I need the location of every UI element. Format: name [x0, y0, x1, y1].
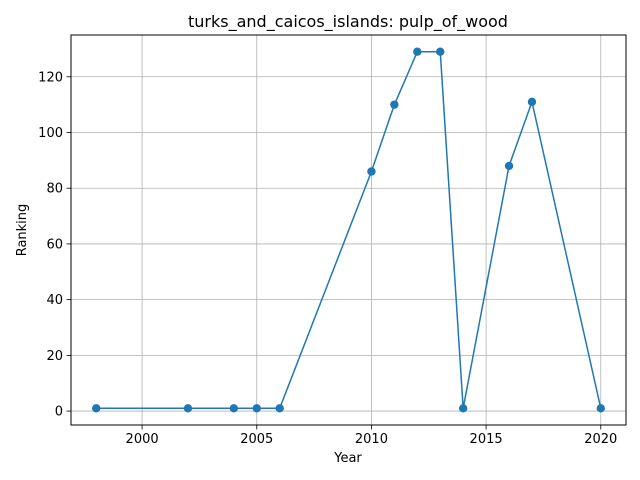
data-series	[92, 47, 605, 413]
data-point	[275, 404, 284, 413]
chart-title: turks_and_caicos_islands: pulp_of_wood	[188, 12, 508, 32]
data-point	[527, 97, 537, 107]
y-tick-label: 40	[46, 293, 63, 308]
data-point	[183, 404, 193, 413]
plot-frame	[70, 34, 627, 426]
y-tick-label: 60	[46, 237, 63, 252]
y-tick-label: 120	[38, 70, 63, 85]
data-point	[436, 47, 445, 56]
data-point	[92, 404, 101, 413]
data-point	[367, 167, 376, 176]
y-tick-label: 0	[55, 405, 63, 420]
x-tick-label: 2015	[470, 432, 503, 447]
x-tick-label: 2000	[126, 432, 159, 447]
x-tick-label: 2010	[355, 432, 388, 447]
x-tick-label: 2020	[584, 432, 617, 447]
data-point	[252, 404, 261, 413]
y-tick-label: 20	[46, 349, 63, 364]
x-axis-label: Year	[333, 451, 362, 466]
y-tick-label: 80	[46, 182, 63, 197]
grid	[71, 35, 626, 425]
y-axis-label: Ranking	[15, 204, 30, 257]
y-tick-label: 100	[38, 126, 63, 141]
data-point	[458, 404, 468, 413]
data-point	[504, 161, 514, 171]
axis-ticks: 2000 2005 2010 2015 2020 0 20 40 60 80 100 120	[38, 70, 617, 447]
data-point	[229, 404, 239, 413]
x-tick-label: 2005	[240, 432, 273, 447]
data-point	[596, 404, 605, 413]
data-point	[390, 100, 399, 109]
data-point	[413, 47, 422, 56]
